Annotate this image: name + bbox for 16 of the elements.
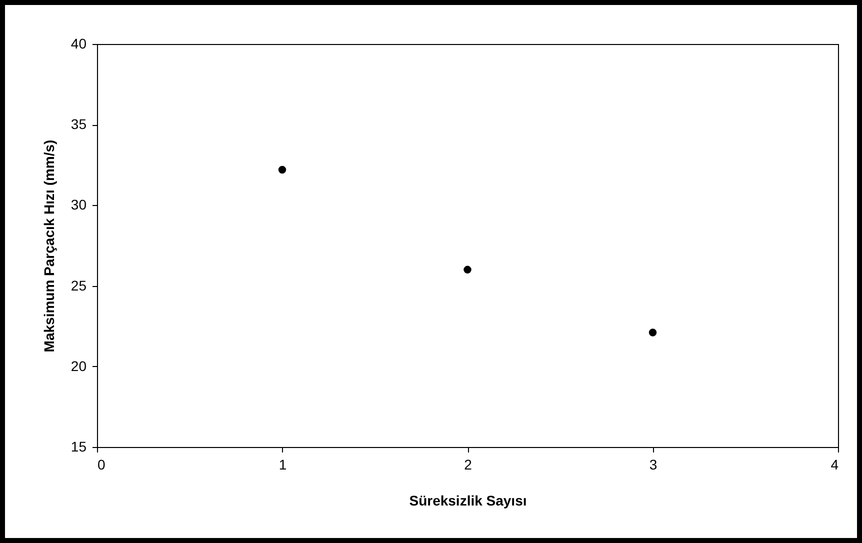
y-tick-label: 20 (70, 358, 87, 374)
x-tick-label: 3 (649, 456, 658, 472)
x-tick-label: 1 (278, 456, 287, 472)
y-axis-title: Maksimum Parçacık Hızı (mm/s) (40, 140, 57, 352)
x-tick-label: 2 (464, 456, 472, 472)
y-tick-label: 35 (70, 116, 87, 132)
x-tick-label: 4 (830, 456, 839, 472)
x-tick-label: 0 (98, 456, 106, 472)
y-tick-label: 40 (70, 36, 87, 52)
point (464, 266, 472, 274)
y-tick-label: 30 (70, 196, 87, 213)
y-tick-label: 25 (70, 277, 87, 294)
point (648, 328, 657, 336)
point (278, 166, 286, 174)
x-axis-title: Süreksizlik Sayısı (409, 492, 527, 508)
y-tick-label: 15 (70, 438, 87, 454)
